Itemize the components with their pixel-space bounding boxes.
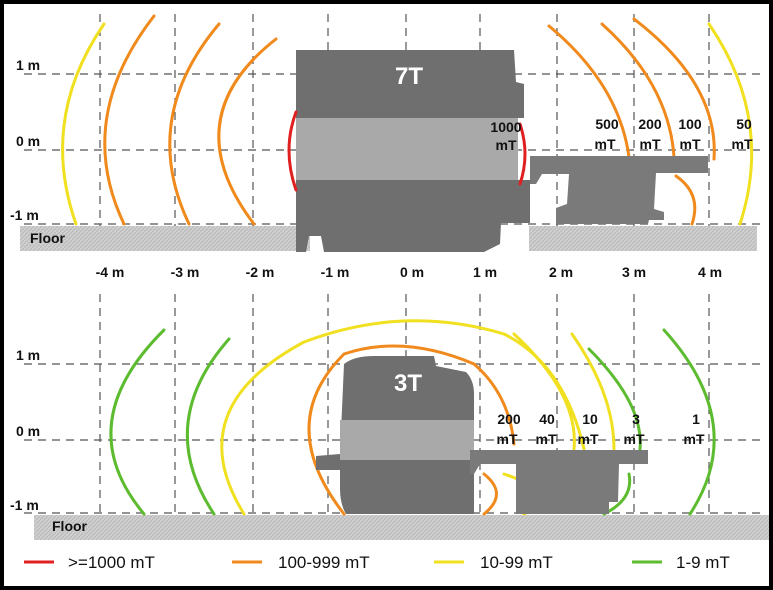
top-fieldline-red-left	[287, 110, 298, 192]
top-field-label-50-value: 50	[736, 116, 752, 132]
magnet-7t-label: 7T	[395, 63, 423, 90]
legend-item-1-9: 1-9 mT	[632, 553, 730, 572]
bottom-floor	[34, 515, 769, 540]
x-label-4m: 4 m	[698, 264, 722, 280]
bottom-y-label-0m: 0 m	[16, 423, 40, 439]
legend-label-1-9: 1-9 mT	[676, 553, 730, 572]
bottom-floor-label: Floor	[52, 518, 88, 534]
bottom-field-label-1-unit: mT	[684, 431, 705, 447]
top-field-label-1000-value: 1000	[490, 119, 521, 135]
x-label-minus2m: -2 m	[246, 264, 275, 280]
magnet-3t: 3T	[316, 356, 648, 514]
top-fieldline-red-right	[518, 122, 527, 186]
top-field-label-200-value: 200	[638, 116, 662, 132]
top-field-label-200-unit: mT	[640, 136, 661, 152]
bottom-fieldline-orange-loop	[307, 344, 516, 516]
bottom-field-label-200-value: 200	[497, 411, 521, 427]
bottom-field-label-10-unit: mT	[578, 431, 599, 447]
bottom-field-label-40-value: 40	[539, 411, 555, 427]
x-label-minus3m: -3 m	[171, 264, 200, 280]
top-y-label-1m: 1 m	[16, 57, 40, 73]
top-fieldline-orange-left-2	[168, 22, 221, 226]
bottom-fieldline-orange-low	[482, 472, 498, 516]
bottom-field-label-200-unit: mT	[497, 431, 518, 447]
bottom-field-label-3-value: 3	[632, 411, 640, 427]
x-label-1m: 1 m	[473, 264, 497, 280]
bottom-field-label-3-unit: mT	[624, 431, 645, 447]
bottom-panel: Floor	[10, 294, 769, 540]
top-fieldline-orange-left-3	[217, 37, 278, 226]
top-panel: Floor	[10, 14, 764, 252]
top-floor-right	[529, 226, 757, 251]
top-floor	[20, 226, 310, 251]
bottom-fieldline-yellow-right-2	[570, 332, 616, 451]
top-floor-label: Floor	[30, 230, 66, 246]
magnet-7t: 7T	[296, 50, 708, 252]
legend-item-10-99: 10-99 mT	[434, 553, 553, 572]
top-field-label-50-unit: mT	[732, 136, 753, 152]
top-fieldline-orange-right-2	[600, 22, 676, 159]
x-label-minus4m: -4 m	[96, 264, 125, 280]
x-label-minus1m: -1 m	[321, 264, 350, 280]
bottom-field-label-1-value: 1	[692, 411, 700, 427]
legend-label-10-99: 10-99 mT	[480, 553, 553, 572]
top-fieldline-yellow-right	[707, 22, 754, 226]
top-field-label-100-value: 100	[678, 116, 702, 132]
bottom-fieldline-green-left	[109, 328, 166, 516]
top-y-label-minus1m: -1 m	[10, 207, 39, 223]
x-label-0m: 0 m	[400, 264, 424, 280]
top-fieldline-orange-right-3	[632, 17, 716, 161]
top-field-label-1000-unit: mT	[496, 137, 517, 153]
top-fieldline-orange-right-1	[547, 24, 631, 159]
top-fieldline-yellow-left	[61, 22, 106, 226]
legend-item-1000: >=1000 mT	[24, 553, 155, 572]
legend-item-100-999: 100-999 mT	[232, 553, 370, 572]
bottom-field-label-40-unit: mT	[536, 431, 557, 447]
top-y-label-0m: 0 m	[16, 133, 40, 149]
bottom-fieldline-yellow-right-1	[512, 332, 576, 451]
top-field-label-500-unit: mT	[595, 136, 616, 152]
top-field-label-500-value: 500	[595, 116, 619, 132]
legend: >=1000 mT 100-999 mT 10-99 mT 1-9 mT	[24, 553, 730, 572]
bottom-fieldline-green-right-2	[662, 328, 716, 516]
legend-label-100-999: 100-999 mT	[278, 553, 370, 572]
bottom-field-label-10-value: 10	[582, 411, 598, 427]
bottom-y-label-minus1m: -1 m	[10, 497, 39, 513]
fringe-field-diagram: Floor	[10, 14, 769, 572]
bottom-y-label-1m: 1 m	[16, 347, 40, 363]
top-field-label-100-unit: mT	[680, 136, 701, 152]
x-label-3m: 3 m	[622, 264, 646, 280]
top-fieldline-orange-left-1	[103, 14, 156, 226]
bottom-fieldline-green-right-1	[587, 347, 642, 451]
legend-label-1000: >=1000 mT	[68, 553, 155, 572]
x-axis-labels: -4 m -3 m -2 m -1 m 0 m 1 m 2 m 3 m 4 m	[96, 264, 722, 280]
diagram-canvas: Floor	[4, 4, 769, 586]
x-label-2m: 2 m	[549, 264, 573, 280]
magnet-3t-label: 3T	[394, 370, 422, 397]
bottom-fieldline-green-left-2	[185, 337, 231, 516]
top-fieldline-orange-right-low	[674, 174, 697, 226]
